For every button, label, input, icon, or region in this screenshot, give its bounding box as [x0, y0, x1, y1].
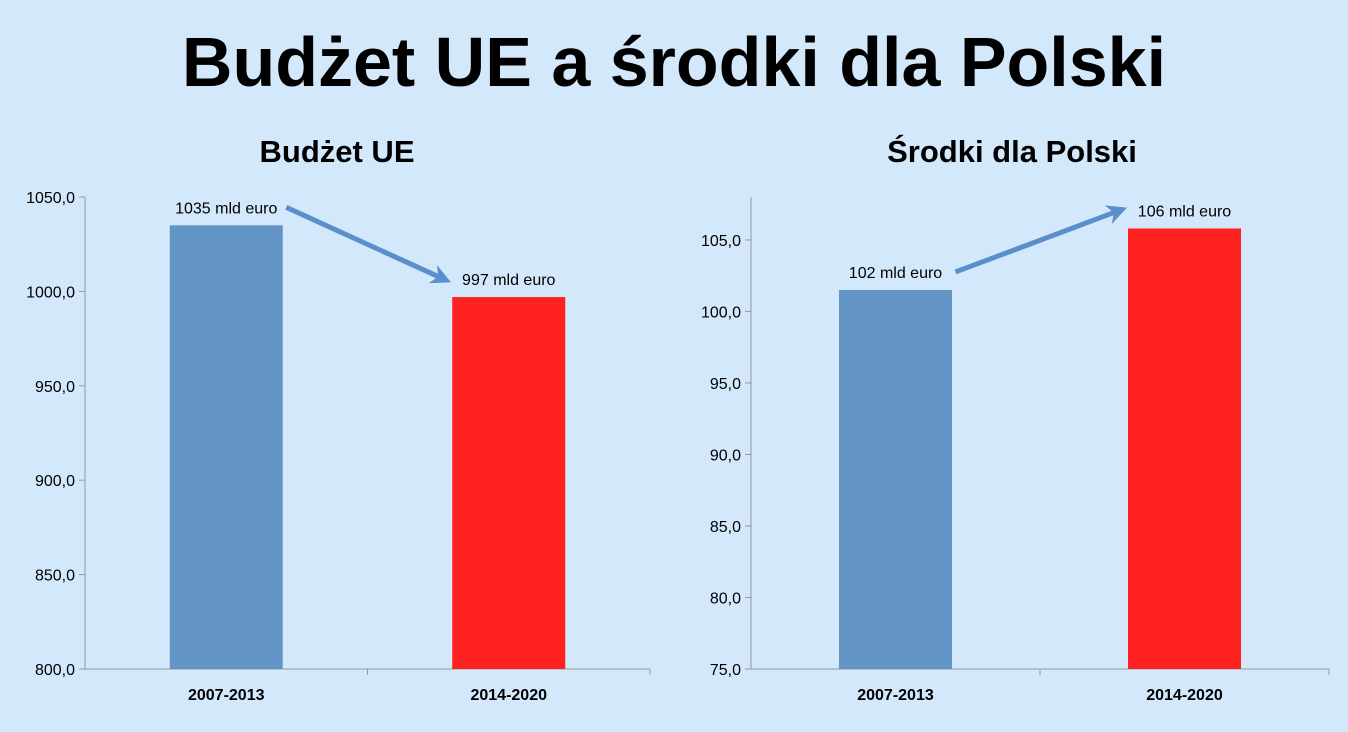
chart-title: Środki dla Polski: [887, 133, 1137, 169]
x-tick-label: 2014-2020: [470, 687, 547, 704]
y-tick-label: 85,0: [710, 519, 741, 536]
trend-arrow: [285, 205, 452, 284]
bar-2014-2020: [452, 297, 566, 669]
y-tick-label: 105,0: [701, 233, 741, 250]
x-tick-label: 2014-2020: [1146, 687, 1223, 704]
y-tick-label: 900,0: [35, 473, 75, 490]
data-label: 102 mld euro: [849, 265, 942, 282]
y-tick-label: 800,0: [35, 662, 75, 679]
y-tick-label: 1050,0: [26, 190, 75, 207]
y-tick-label: 950,0: [35, 379, 75, 396]
chart-budzet-ue: Budżet UE 800,0 850,0 900,0 950,0 1000,0 1050,…: [26, 134, 651, 704]
y-tick-label: 80,0: [710, 590, 741, 607]
x-tick-label: 2007-2013: [857, 687, 934, 704]
trend-arrow: [954, 205, 1127, 275]
slide-title: Budżet UE a środki dla Polski: [181, 23, 1167, 101]
y-tick-label: 100,0: [701, 304, 741, 321]
y-tick-label: 1000,0: [26, 284, 75, 301]
bar-2007-2013: [169, 225, 283, 669]
y-tick-label: 95,0: [710, 376, 741, 393]
y-tick-label: 75,0: [710, 662, 741, 679]
data-label: 106 mld euro: [1138, 203, 1231, 220]
bar-2014-2020: [1128, 228, 1241, 669]
bar-2007-2013: [839, 289, 952, 669]
data-label: 1035 mld euro: [175, 200, 277, 217]
x-tick-label: 2007-2013: [188, 687, 265, 704]
chart-title: Budżet UE: [260, 134, 415, 169]
chart-srodki-dla-polski: Środki dla Polski 75,0 80,0 85,0 90,0 95,0 100…: [701, 133, 1330, 704]
y-tick-label: 90,0: [710, 447, 741, 464]
y-tick-label: 850,0: [35, 568, 75, 585]
data-label: 997 mld euro: [462, 272, 555, 289]
